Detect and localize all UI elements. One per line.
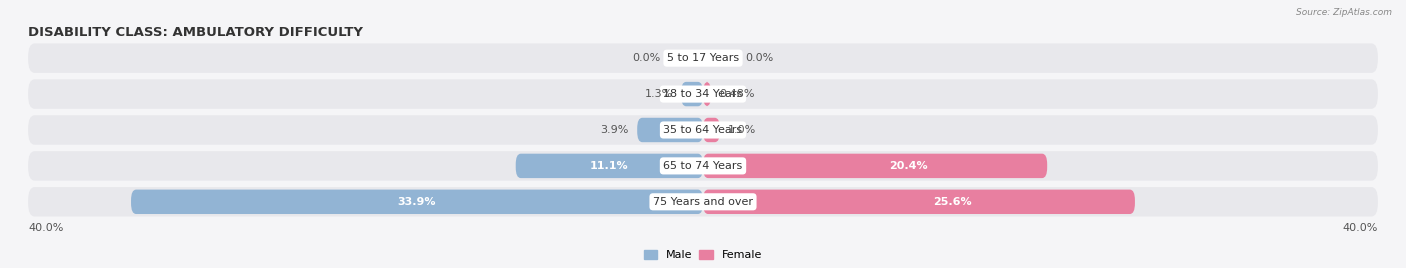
FancyBboxPatch shape [516, 154, 703, 178]
Text: 5 to 17 Years: 5 to 17 Years [666, 53, 740, 63]
Text: 0.0%: 0.0% [745, 53, 773, 63]
Text: 65 to 74 Years: 65 to 74 Years [664, 161, 742, 171]
Text: 33.9%: 33.9% [398, 197, 436, 207]
Text: 20.4%: 20.4% [890, 161, 928, 171]
Text: 75 Years and over: 75 Years and over [652, 197, 754, 207]
FancyBboxPatch shape [703, 118, 720, 142]
Legend: Male, Female: Male, Female [640, 245, 766, 265]
Text: 40.0%: 40.0% [1343, 223, 1378, 233]
Text: 1.3%: 1.3% [644, 89, 672, 99]
Text: 3.9%: 3.9% [600, 125, 628, 135]
FancyBboxPatch shape [637, 118, 703, 142]
Text: 18 to 34 Years: 18 to 34 Years [664, 89, 742, 99]
FancyBboxPatch shape [703, 154, 1047, 178]
Text: Source: ZipAtlas.com: Source: ZipAtlas.com [1296, 8, 1392, 17]
Text: 11.1%: 11.1% [591, 161, 628, 171]
FancyBboxPatch shape [28, 43, 1378, 73]
FancyBboxPatch shape [28, 187, 1378, 217]
Text: 1.0%: 1.0% [728, 125, 756, 135]
Text: 40.0%: 40.0% [28, 223, 63, 233]
FancyBboxPatch shape [28, 79, 1378, 109]
FancyBboxPatch shape [28, 151, 1378, 181]
Text: 25.6%: 25.6% [934, 197, 972, 207]
FancyBboxPatch shape [681, 82, 703, 106]
Text: 35 to 64 Years: 35 to 64 Years [664, 125, 742, 135]
FancyBboxPatch shape [28, 115, 1378, 145]
Text: DISABILITY CLASS: AMBULATORY DIFFICULTY: DISABILITY CLASS: AMBULATORY DIFFICULTY [28, 27, 363, 39]
FancyBboxPatch shape [703, 82, 711, 106]
FancyBboxPatch shape [703, 189, 1135, 214]
FancyBboxPatch shape [131, 189, 703, 214]
Text: 0.48%: 0.48% [720, 89, 755, 99]
Text: 0.0%: 0.0% [633, 53, 661, 63]
